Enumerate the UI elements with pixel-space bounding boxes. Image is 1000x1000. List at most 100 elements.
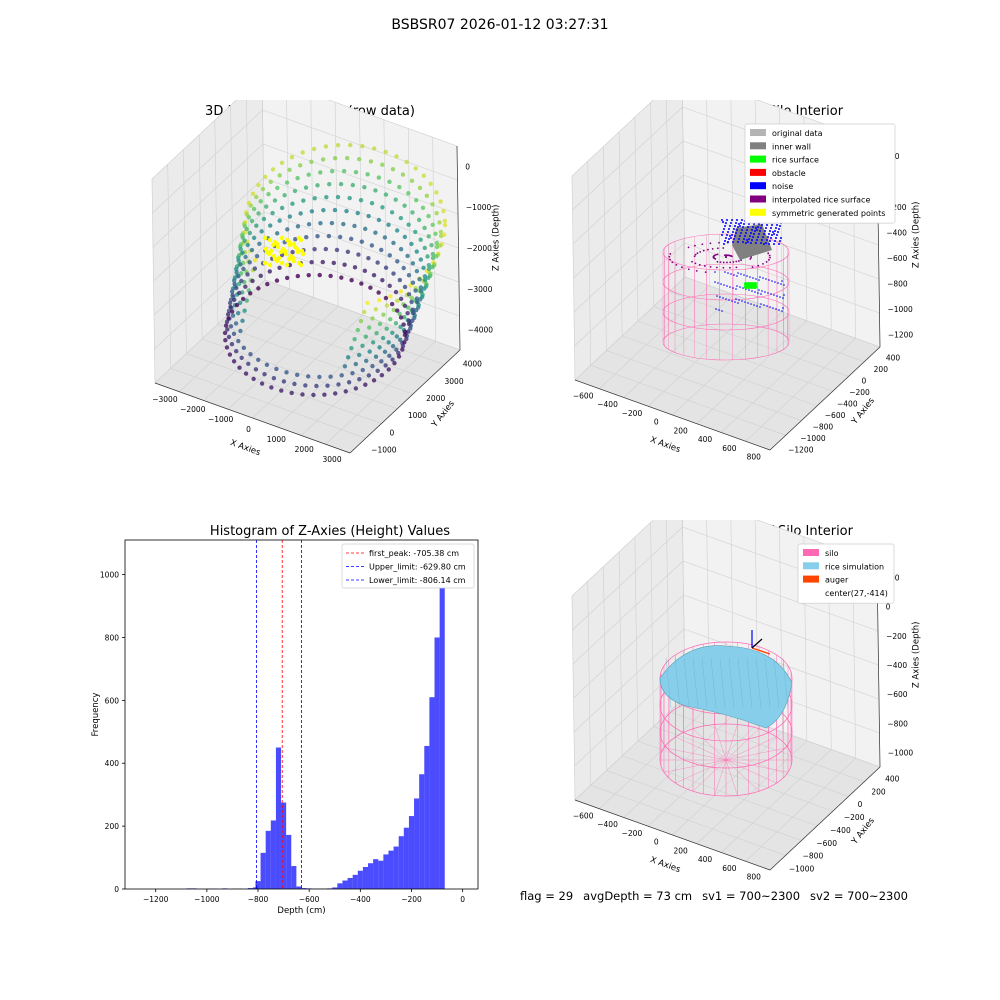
flag-text: flag = 29 (520, 889, 574, 903)
p1-scatter-point (317, 272, 322, 278)
p1-scatter-point (259, 381, 265, 386)
p2-noise-point (737, 241, 739, 243)
p1-scatter-point (390, 330, 395, 336)
p1-scatter-point (405, 311, 410, 316)
p1-scatter-point (329, 168, 335, 174)
p1-scatter-point (410, 310, 416, 316)
p1-scatter-point (372, 146, 377, 151)
p1-scatter-point (398, 246, 404, 252)
hist-bar (383, 854, 389, 889)
p1-scatter-point (404, 159, 409, 165)
p1-scatter-point (267, 269, 272, 274)
p1-scatter-point (249, 247, 255, 253)
p2-noise-point (769, 306, 771, 308)
p2-noise-point (731, 219, 733, 221)
p1-scatter-point (356, 156, 362, 162)
p1-scatter-point (235, 310, 241, 316)
p2-surface-point (702, 249, 705, 252)
p1-ztick-label: −4000 (468, 326, 494, 335)
p1-scatter-point (284, 275, 290, 281)
p1-scatter-point (390, 166, 396, 172)
p1-scatter-point (339, 373, 344, 378)
p1-scatter-point (341, 221, 346, 227)
hist-xtick-label: −200 (401, 895, 422, 904)
p2-x-axis (574, 379, 771, 451)
p1-scatter-point (379, 247, 384, 253)
p1-scatter-point (355, 327, 361, 333)
p2-ytick-label: −1200 (788, 445, 814, 454)
p4-ztick-label: −400 (887, 661, 908, 670)
p1-scatter-point (380, 277, 385, 283)
p1-scatter-point (275, 185, 280, 191)
p2-noise-point (756, 239, 758, 241)
p1-scatter-point (434, 254, 439, 259)
p1-scatter-point (380, 335, 386, 341)
p2-noise-point (736, 285, 738, 287)
hist-bar (275, 747, 282, 889)
p1-scatter-point (406, 292, 412, 297)
p2-noise-point (740, 232, 742, 234)
p1-scatter-point (414, 307, 419, 313)
p1-scatter-point (279, 160, 285, 166)
hist-bar (424, 745, 430, 889)
p1-scatter-point (396, 350, 401, 356)
p2-noise-point (753, 223, 755, 225)
p1-scatter-point (294, 372, 300, 378)
p2-noise-point (744, 301, 746, 303)
hist-ytick-label: 200 (105, 822, 120, 831)
p2-noise-point (718, 309, 720, 311)
p1-scatter-point (371, 378, 377, 383)
p1-scatter-point (416, 217, 422, 223)
p2-noise-point (778, 228, 780, 230)
p1-scatter-point (358, 197, 364, 203)
p2-noise-point (725, 222, 727, 224)
p1-scatter-point (249, 218, 255, 224)
p2-noise-point (779, 296, 781, 298)
p1-scatter-point (362, 309, 367, 315)
p4-gridline (653, 726, 849, 797)
p4-surface-mesh (782, 657, 789, 709)
hist-legend-label: Lower_limit: -806.14 cm (369, 576, 466, 585)
p1-scatter-point (413, 229, 418, 235)
p1-scatter-point (388, 294, 393, 299)
p2-noise-point (768, 243, 770, 245)
p1-z-axis (456, 145, 461, 351)
p1-scatter-point (422, 245, 428, 251)
p2-noise-point (774, 240, 776, 242)
p2-noise-point (748, 238, 750, 240)
p2-surface-point (719, 261, 722, 264)
p1-scatter-point (376, 290, 381, 295)
hist-ytick-label: 800 (105, 633, 120, 642)
p2-y-axis (769, 346, 881, 451)
p2-noise-point (775, 308, 777, 310)
p1-highlight-point (300, 251, 306, 257)
p1-scatter-point (338, 181, 344, 187)
p1-scatter-point (363, 382, 368, 387)
p1-scatter-point (251, 376, 256, 382)
p2-surface-point (749, 258, 752, 260)
p2-noise-point (760, 293, 762, 295)
p1-scatter-point (387, 353, 392, 359)
p1-scatter-point (398, 324, 403, 330)
p4-ztick-label: −200 (886, 632, 907, 641)
p2-noise-point (754, 291, 756, 293)
p2-noise-point (759, 276, 761, 278)
p2-noise-point (776, 224, 778, 226)
p2-noise-point (723, 228, 725, 230)
p1-scatter-point (343, 389, 348, 394)
p1-scatter-point (424, 193, 430, 199)
p1-scatter-point (237, 365, 242, 370)
p1-scatter-point (303, 185, 309, 190)
p1-scatter-point (402, 314, 407, 320)
p1-scatter-point (309, 159, 314, 165)
p2-legend-label: interpolated rice surface (772, 196, 870, 205)
p4-base-spoke (725, 728, 760, 761)
p1-scatter-point (246, 361, 251, 367)
p1-scatter-point (367, 349, 372, 354)
p2-legend-label: original data (772, 129, 823, 138)
p2-surface-point (737, 260, 740, 262)
p2-noise-point (751, 229, 753, 231)
p1-scatter-point (277, 173, 282, 178)
p1-scatter-point (295, 273, 301, 279)
p4-zlabel: Z Axies (Depth) (911, 621, 921, 688)
